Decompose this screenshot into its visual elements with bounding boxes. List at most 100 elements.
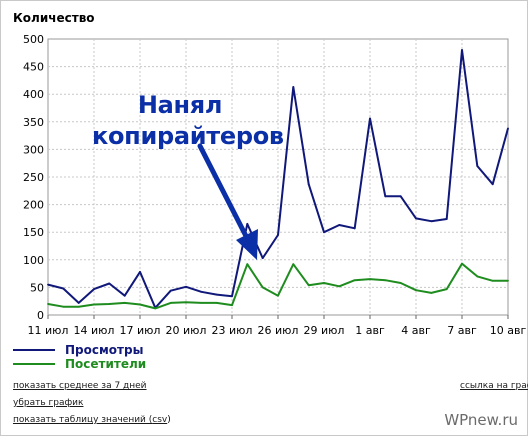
data-point-views — [399, 195, 402, 198]
annotation-arrow-head — [236, 229, 258, 260]
chart-title: Количество — [13, 11, 95, 25]
data-point-visitors — [231, 304, 233, 306]
data-point-views — [215, 293, 218, 296]
x-tick-label: 4 авг — [401, 324, 431, 337]
legend-label-visitors: Посетители — [65, 357, 147, 371]
data-point-views — [108, 282, 111, 285]
data-point-views — [430, 220, 433, 223]
series-line-visitors — [47, 262, 508, 310]
data-point-visitors — [215, 301, 218, 304]
data-point-visitors — [353, 279, 356, 282]
x-tick-label: 20 июл — [166, 324, 207, 337]
y-tick-label: 450 — [23, 61, 44, 74]
data-point-views — [476, 165, 479, 167]
data-point-views — [200, 290, 203, 293]
annotation-line-1: Нанял — [137, 91, 223, 119]
data-point-visitors — [369, 278, 371, 281]
show-7day-average-link[interactable]: показать среднее за 7 дней — [13, 381, 147, 391]
chart-legend: Просмотры Посетители — [13, 343, 146, 371]
data-point-views — [323, 231, 325, 234]
data-point-visitors — [307, 284, 310, 287]
x-tick-label: 26 июл — [258, 324, 299, 337]
y-tick-label: 150 — [23, 226, 44, 239]
data-point-visitors — [323, 282, 325, 284]
data-point-visitors — [491, 279, 494, 282]
legend-label-views: Просмотры — [65, 343, 144, 357]
x-tick-label: 7 авг — [447, 324, 477, 337]
chart-link[interactable]: ссылка на графи — [460, 381, 528, 391]
data-point-views — [369, 117, 371, 120]
data-point-views — [338, 224, 341, 226]
data-point-visitors — [246, 263, 249, 266]
data-point-views — [123, 294, 126, 297]
data-point-views — [307, 183, 310, 186]
data-point-visitors — [445, 288, 448, 290]
x-tick-label: 1 авг — [355, 324, 385, 337]
data-point-views — [139, 271, 141, 273]
data-point-views — [292, 86, 295, 88]
data-point-visitors — [185, 301, 187, 304]
data-point-views — [353, 227, 356, 230]
data-point-visitors — [277, 294, 279, 297]
csv-link[interactable]: csv — [152, 415, 168, 425]
data-point-views — [231, 295, 233, 298]
data-point-views — [169, 289, 172, 292]
data-point-visitors — [108, 303, 111, 305]
data-point-visitors — [461, 262, 463, 265]
y-tick-label: 50 — [30, 281, 44, 294]
data-point-visitors — [338, 285, 341, 288]
data-point-visitors — [415, 289, 417, 292]
legend-item-views: Просмотры — [13, 343, 146, 357]
x-tick-label: 11 июл — [28, 324, 69, 337]
y-tick-label: 200 — [23, 199, 44, 212]
y-tick-label: 250 — [23, 171, 44, 184]
x-tick-label: 14 июл — [74, 324, 115, 337]
y-tick-label: 0 — [37, 309, 44, 322]
data-point-views — [261, 257, 264, 260]
data-point-visitors — [169, 301, 172, 304]
data-point-visitors — [62, 305, 65, 308]
data-point-visitors — [139, 303, 141, 306]
data-point-visitors — [47, 303, 49, 305]
data-point-visitors — [200, 301, 203, 304]
data-point-views — [62, 287, 65, 290]
data-point-visitors — [476, 275, 479, 278]
data-point-views — [507, 127, 509, 130]
annotation-arrow-shaft — [197, 143, 251, 243]
remove-chart-link[interactable]: убрать график — [13, 398, 84, 408]
watermark: WPnew.ru — [444, 411, 518, 429]
data-point-views — [445, 218, 448, 220]
x-tick-label: 29 июл — [304, 324, 345, 337]
table-link-suffix: ) — [167, 415, 171, 425]
data-point-views — [185, 285, 187, 288]
annotation-text: Нанял копирайтеров — [92, 90, 284, 152]
legend-item-visitors: Посетители — [13, 357, 146, 371]
data-point-visitors — [261, 286, 264, 289]
data-point-visitors — [77, 305, 80, 308]
x-tick-label: 23 июл — [212, 324, 253, 337]
y-tick-label: 400 — [23, 88, 44, 101]
show-table-link[interactable]: показать таблицу значений ( — [13, 415, 153, 425]
y-tick-label: 350 — [23, 116, 44, 129]
data-point-visitors — [430, 292, 433, 294]
data-point-views — [415, 217, 417, 220]
data-point-views — [93, 288, 95, 290]
data-point-visitors — [123, 301, 126, 304]
legend-swatch-views — [13, 349, 55, 351]
data-point-views — [491, 183, 494, 186]
data-point-views — [246, 223, 249, 225]
annotation-line-2: копирайтеров — [92, 122, 284, 150]
data-point-views — [461, 49, 463, 51]
data-point-visitors — [507, 279, 509, 282]
data-point-visitors — [384, 279, 387, 282]
x-tick-label: 17 июл — [120, 324, 161, 337]
data-point-views — [277, 234, 279, 236]
y-tick-label: 500 — [23, 33, 44, 46]
chart-links: показать среднее за 7 дней убрать график… — [13, 381, 171, 432]
data-point-visitors — [399, 282, 402, 284]
data-point-views — [47, 283, 49, 286]
legend-swatch-visitors — [13, 363, 55, 365]
data-point-visitors — [154, 307, 157, 310]
y-tick-label: 100 — [23, 254, 44, 267]
x-tick-label: 10 авг — [490, 324, 527, 337]
